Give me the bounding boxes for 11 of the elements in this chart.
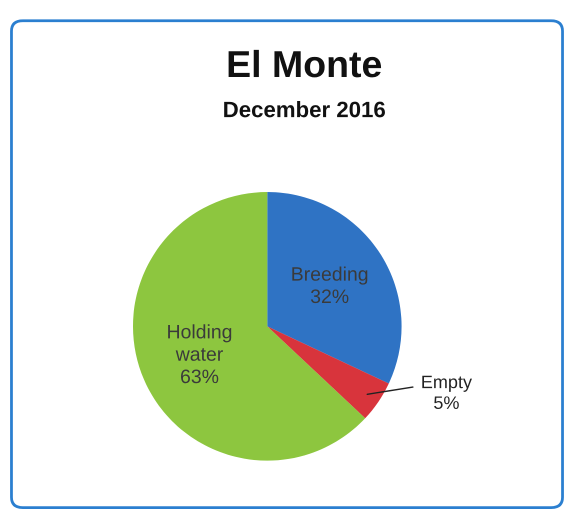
slice-label: Empty bbox=[422, 376, 472, 392]
pie-slice bbox=[267, 326, 389, 418]
data-label: 32% bbox=[310, 289, 348, 304]
data-label: 5% bbox=[434, 396, 459, 410]
pie-slice bbox=[132, 192, 366, 461]
chart-title: El Monte bbox=[228, 50, 382, 78]
slice-label: Breeding bbox=[292, 266, 368, 285]
pie-slice bbox=[267, 192, 402, 384]
slice-label: Holding water bbox=[168, 324, 232, 361]
data-label: 63% bbox=[181, 369, 218, 384]
chart-subtitle: December 2016 bbox=[224, 101, 385, 118]
